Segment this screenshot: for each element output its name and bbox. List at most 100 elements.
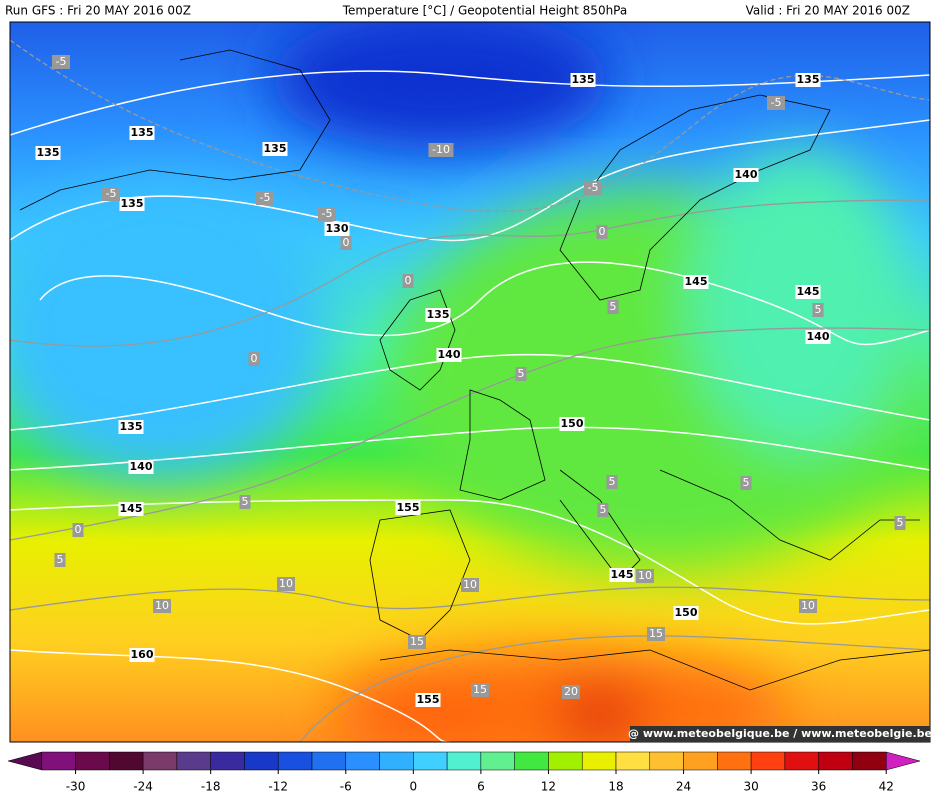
temperature-label-box (471, 683, 489, 697)
height-label: 155 (397, 501, 420, 514)
temperature-label-box (248, 352, 260, 366)
temperature-label: 5 (242, 495, 249, 508)
colorbar-bin (514, 751, 549, 771)
height-label: 140 (438, 348, 461, 361)
height-label-box (118, 502, 144, 516)
temperature-label: -5 (56, 55, 67, 68)
temperature-label: 0 (343, 236, 350, 249)
colorbar-bin (581, 751, 617, 771)
colorbar-tick-label: -12 (268, 780, 288, 794)
temperature-label-box (607, 300, 619, 314)
height-label: 150 (675, 606, 698, 619)
height-label-box (673, 606, 699, 620)
header-right: Valid : Fri 20 MAY 2016 00Z (746, 4, 910, 18)
temperature-label-box (894, 516, 906, 530)
height-label-box (262, 142, 288, 156)
colorbar-bin (176, 751, 211, 771)
temperature-label-box (740, 476, 752, 490)
height-label: 155 (417, 693, 440, 706)
height-label: 135 (797, 73, 820, 86)
height-label: 140 (807, 330, 830, 343)
height-label: 135 (427, 308, 450, 321)
colorbar-tick-label: 42 (879, 780, 894, 794)
height-label-box (395, 501, 421, 515)
height-label-box (129, 648, 155, 662)
height-label: 140 (735, 168, 758, 181)
temperature-label: 5 (57, 553, 64, 566)
temperature-label: 0 (251, 352, 258, 365)
colorbar-bin (142, 751, 178, 771)
temperature-label-box (102, 187, 120, 201)
colorbar-bin (379, 751, 414, 771)
temperature-label: 10 (463, 578, 477, 591)
colorbar-tick-label: -18 (201, 780, 221, 794)
temperature-label-box (153, 599, 171, 613)
temperature-label-box (597, 503, 609, 517)
height-label-box (570, 73, 596, 87)
height-label-box (128, 460, 154, 474)
height-label-box (425, 308, 451, 322)
temperature-label-box (647, 627, 665, 641)
colorbar-bin (446, 751, 482, 771)
colorbar-bin (109, 751, 144, 771)
colorbar-bin (210, 751, 245, 771)
temperature-label: 0 (405, 274, 412, 287)
temperature-label: 5 (743, 476, 750, 489)
height-label: 145 (797, 285, 820, 298)
colorbar-tick-label: 24 (676, 780, 691, 794)
temperature-label-box (461, 578, 479, 592)
height-label-box (436, 348, 462, 362)
height-label-box (795, 73, 821, 87)
height-label: 145 (685, 275, 708, 288)
height-label-box (733, 168, 759, 182)
height-label: 145 (120, 502, 143, 515)
colorbar-tick-label: -30 (66, 780, 86, 794)
height-label-box (805, 330, 831, 344)
height-label: 160 (131, 648, 154, 661)
coastlines (19, 49, 930, 691)
colorbar-bin (480, 751, 515, 771)
height-label: 140 (130, 460, 153, 473)
temperature-label: 5 (897, 516, 904, 529)
height-label: 135 (572, 73, 595, 86)
colorbar-bin (548, 751, 583, 771)
colorbar-bin (683, 751, 718, 771)
height-label: 135 (120, 420, 143, 433)
height-label-box (118, 420, 144, 434)
colorbar-bin (345, 751, 380, 771)
height-label: 135 (264, 142, 287, 155)
temperature-label-box (239, 495, 251, 509)
temperature-label: 5 (610, 300, 617, 313)
height-label: 135 (121, 197, 144, 210)
colorbar-bin (852, 751, 887, 771)
colorbar-bin (75, 751, 110, 771)
temperature-label-box (408, 635, 426, 649)
colorbar-bin (277, 751, 313, 771)
watermark: @ www.meteobelgique.be / www.meteobelgie… (628, 727, 932, 740)
temperature-label-box (256, 191, 274, 205)
colorbar-bin (244, 751, 279, 771)
header-center: Temperature [°C] / Geopotential Height 8… (342, 4, 628, 18)
colorbar-bin (615, 751, 651, 771)
temperature-label: 20 (564, 685, 578, 698)
temperature-label-box (636, 569, 654, 583)
colorbar-bin (784, 751, 819, 771)
temperature-label-box (767, 96, 785, 110)
colorbar-bin (41, 751, 76, 771)
height-label-box (324, 222, 350, 236)
height-label-box (795, 285, 821, 299)
temperature-label-box (277, 577, 295, 591)
temperature-label-box (402, 274, 414, 288)
colorbar-bin (818, 751, 853, 771)
height-label: 150 (561, 417, 584, 430)
temperature-label-box (428, 143, 454, 157)
temperature-label-box (812, 303, 824, 317)
colorbar-bin (413, 751, 448, 771)
temperature-label: 5 (815, 303, 822, 316)
colorbar-bin (649, 751, 684, 771)
height-label-box (129, 126, 155, 140)
temperature-label-box (72, 523, 84, 537)
height-label-box (35, 146, 61, 160)
colorbar-tick-label: 36 (811, 780, 826, 794)
watermark-box (630, 726, 930, 742)
